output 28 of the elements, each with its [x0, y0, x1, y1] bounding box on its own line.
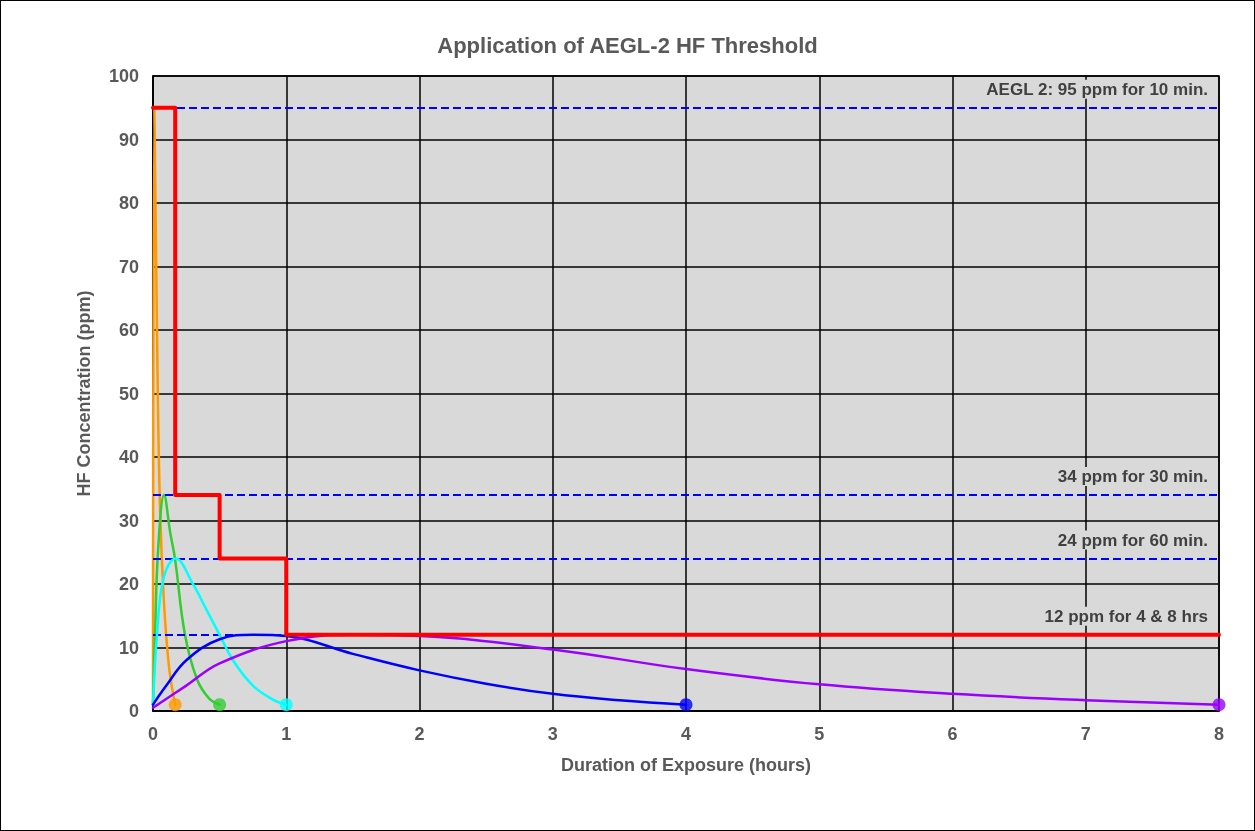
x-tick-label: 7	[1080, 724, 1091, 744]
y-axis-title: HF Concentration (ppm)	[74, 290, 94, 497]
y-tick-label: 0	[128, 701, 139, 721]
x-tick-label: 8	[1213, 724, 1225, 744]
y-tick-label: 90	[118, 129, 139, 150]
ref-line-label: 24 ppm for 60 min.	[1057, 530, 1208, 550]
y-tick-label: 70	[118, 256, 139, 277]
x-axis-title: Duration of Exposure (hours)	[560, 755, 812, 775]
y-tick-label: 40	[118, 447, 139, 467]
ref-line-label: 12 ppm for 4 & 8 hrs	[1044, 606, 1208, 626]
x-tick-label: 6	[947, 724, 958, 744]
y-tick-label: 100	[108, 66, 139, 86]
ref-line-label: 34 ppm for 30 min.	[1057, 467, 1208, 487]
x-tick-label: 5	[814, 724, 825, 744]
y-tick-label: 10	[118, 637, 139, 658]
chart-title: Application of AEGL-2 HF Threshold	[437, 32, 818, 58]
y-tick-label: 50	[118, 383, 139, 404]
y-tick-label: 80	[118, 193, 139, 213]
x-tick-label: 3	[547, 724, 558, 744]
y-tick-label: 20	[118, 574, 139, 594]
x-tick-label: 4	[680, 724, 692, 744]
x-tick-label: 2	[414, 724, 425, 744]
y-tick-label: 30	[118, 510, 139, 531]
y-tick-label: 60	[118, 320, 139, 340]
line-series	[151, 105, 1221, 637]
x-tick-label: 1	[281, 724, 292, 744]
ref-line-label: AEGL 2: 95 ppm for 10 min.	[986, 79, 1208, 99]
x-tick-label: 0	[147, 724, 159, 744]
